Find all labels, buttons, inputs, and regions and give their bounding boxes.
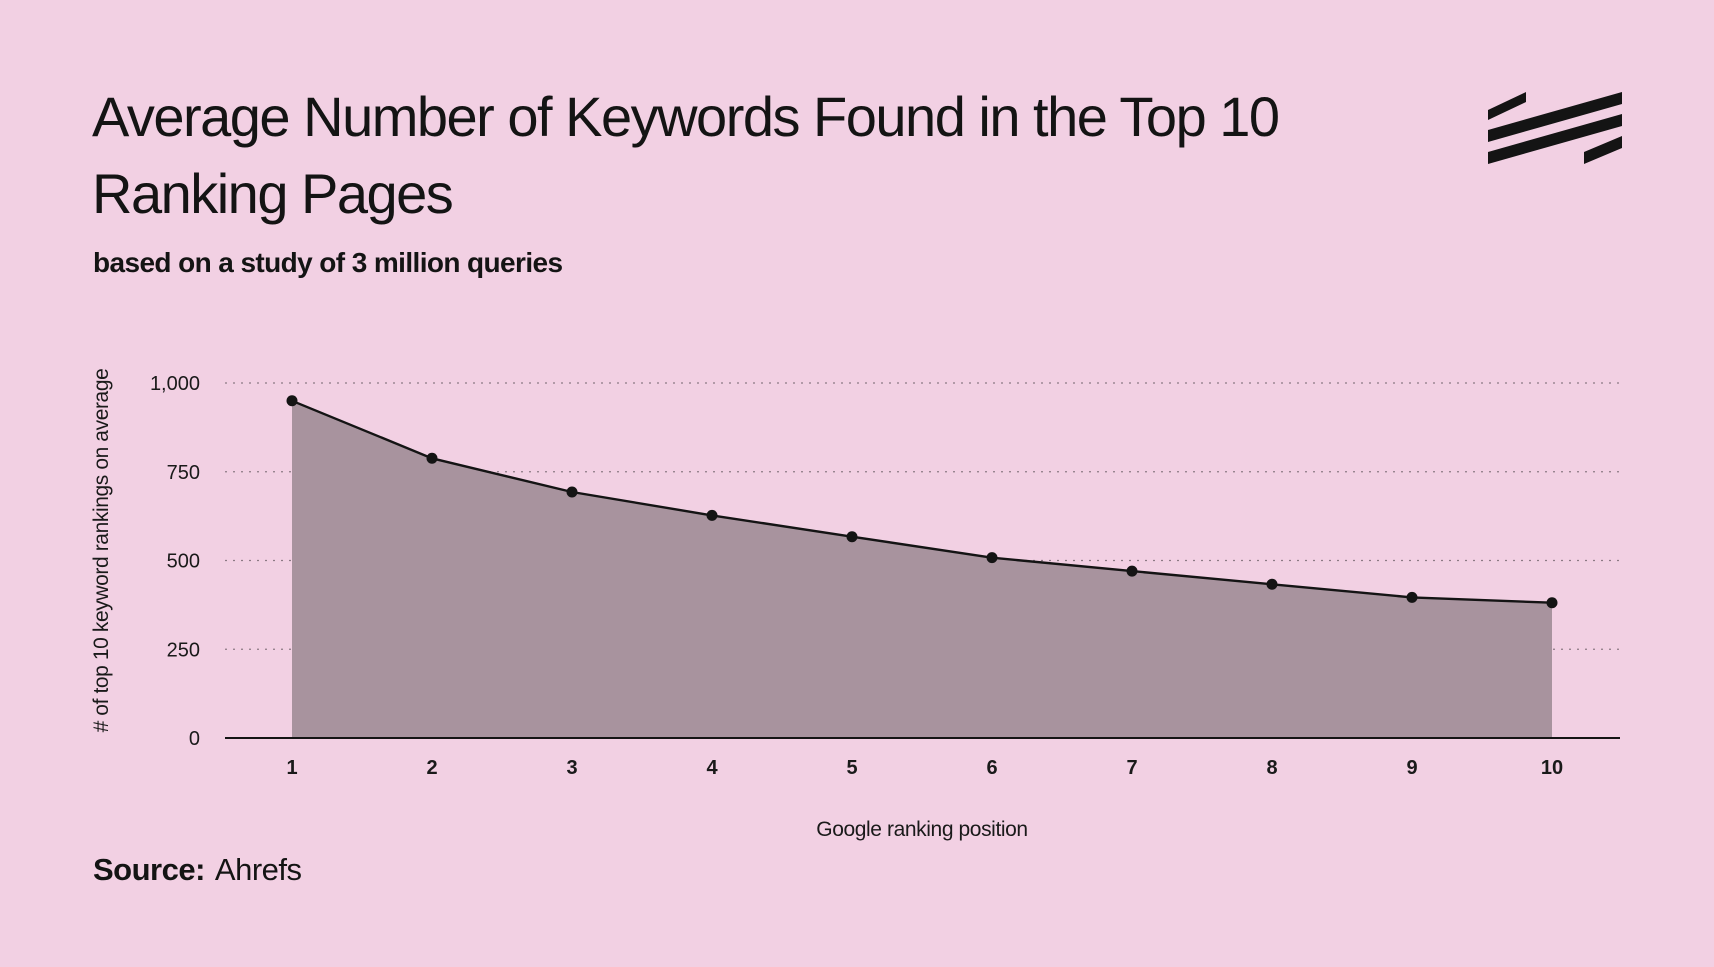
x-tick-label: 1 — [286, 757, 297, 779]
area-fill — [292, 400, 1552, 738]
x-tick-label: 2 — [426, 757, 437, 779]
data-point — [846, 531, 858, 543]
x-tick-label: 8 — [1266, 757, 1277, 779]
x-tick-label: 10 — [1541, 757, 1563, 779]
x-tick-label: 4 — [706, 757, 718, 779]
y-tick-labels: 0 250 500 750 1,000 — [150, 373, 200, 750]
data-points — [286, 395, 1558, 609]
x-tick-label: 3 — [566, 757, 577, 779]
x-tick-label: 5 — [846, 757, 857, 779]
y-tick-label: 750 — [167, 462, 200, 484]
stripes-logo-icon — [1488, 92, 1622, 164]
chart-title: Average Number of Keywords Found in the … — [92, 85, 1280, 225]
x-tick-label: 9 — [1406, 757, 1417, 779]
x-axis-label: Google ranking position — [816, 818, 1027, 841]
source-label: Source: — [93, 852, 205, 887]
data-point — [1126, 565, 1138, 577]
data-point — [426, 452, 438, 464]
source-note: Source: Ahrefs — [93, 852, 302, 888]
data-point — [706, 509, 718, 521]
y-axis-label: # of top 10 keyword rankings on average — [90, 369, 113, 733]
data-point — [1406, 591, 1418, 603]
y-tick-label: 1,000 — [150, 373, 200, 395]
x-tick-label: 6 — [986, 757, 997, 779]
source-value: Ahrefs — [214, 852, 302, 887]
series-line — [291, 399, 1553, 604]
y-tick-label: 0 — [189, 728, 200, 750]
y-tick-label: 500 — [167, 551, 200, 573]
data-point — [1546, 597, 1558, 609]
x-tick-label: 7 — [1126, 757, 1137, 779]
x-tick-labels: 1 2 3 4 5 6 7 8 9 10 — [286, 757, 1563, 779]
y-tick-label: 250 — [167, 639, 200, 661]
data-point — [566, 486, 578, 498]
data-point — [286, 395, 298, 407]
data-point — [986, 552, 998, 564]
chart-subtitle: based on a study of 3 million queries — [93, 247, 563, 278]
data-point — [1266, 578, 1278, 590]
